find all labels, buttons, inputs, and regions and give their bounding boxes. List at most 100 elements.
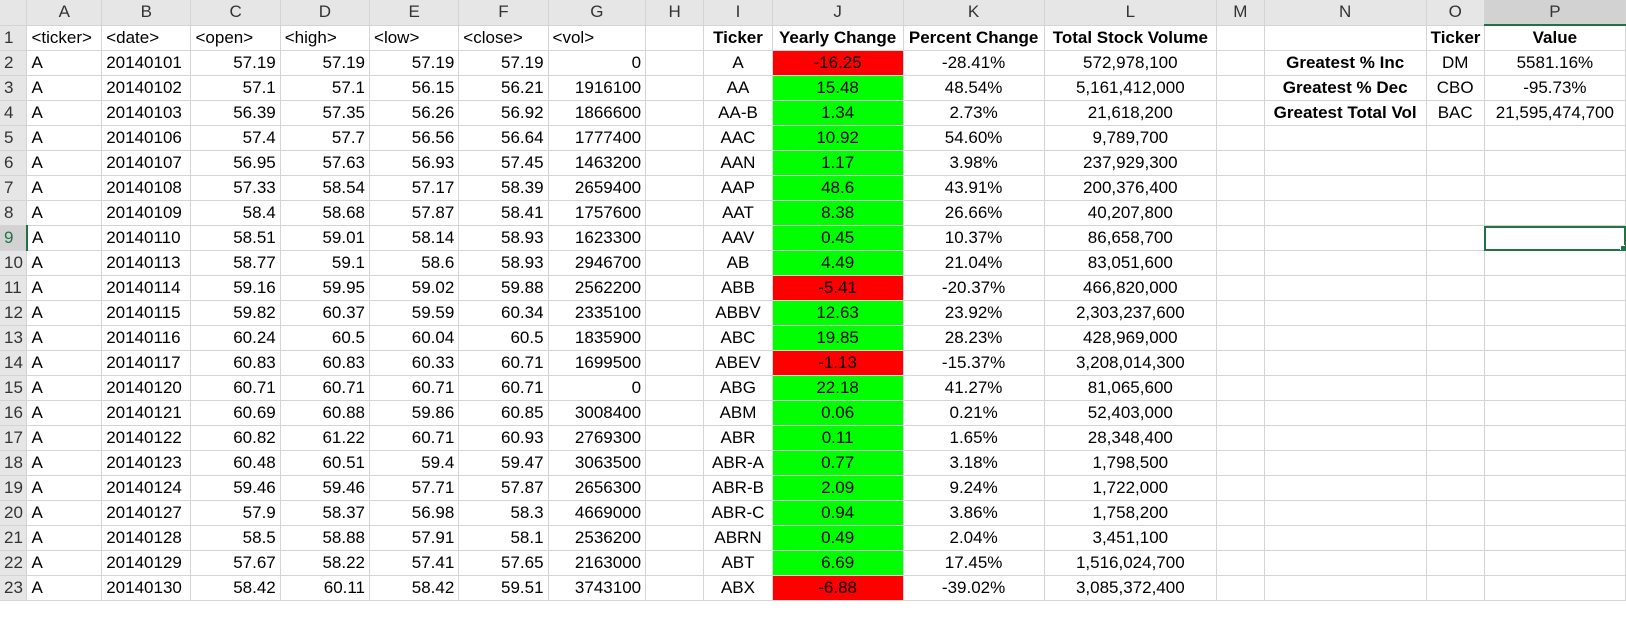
cell-p[interactable] <box>1484 200 1626 226</box>
cell-n[interactable] <box>1264 250 1427 276</box>
cell-c[interactable]: 57.33 <box>190 175 281 201</box>
cell-a[interactable]: A <box>26 450 103 476</box>
cell-g[interactable]: 3743100 <box>548 575 647 601</box>
cell-m[interactable] <box>1216 325 1265 351</box>
cell-f[interactable]: 58.3 <box>458 500 549 526</box>
cell-i[interactable]: ABBV <box>703 300 773 326</box>
cell-n[interactable] <box>1264 475 1427 501</box>
cell-f[interactable]: 56.92 <box>458 100 549 126</box>
cell-f[interactable]: 58.1 <box>458 525 549 551</box>
cell-i[interactable]: AA-B <box>703 100 773 126</box>
row-header[interactable]: 23 <box>0 575 28 601</box>
cell-p[interactable] <box>1484 400 1626 426</box>
cell-d[interactable]: 58.68 <box>280 200 371 226</box>
cell-a[interactable]: A <box>26 425 103 451</box>
cell-m[interactable] <box>1216 250 1265 276</box>
cell-l[interactable]: 237,929,300 <box>1044 150 1217 176</box>
row-header[interactable]: 19 <box>0 475 28 501</box>
cell-e[interactable]: 59.59 <box>369 300 460 326</box>
cell-i[interactable]: ABEV <box>703 350 773 376</box>
column-header-h[interactable]: H <box>645 0 705 26</box>
cell-e[interactable]: 59.86 <box>369 400 460 426</box>
row-header[interactable]: 13 <box>0 325 28 351</box>
cell-i[interactable]: ABX <box>703 575 773 601</box>
row-header[interactable]: 12 <box>0 300 28 326</box>
column-header-k[interactable]: K <box>903 0 1045 26</box>
cell-g[interactable]: 2335100 <box>548 300 647 326</box>
cell-h[interactable] <box>645 200 705 226</box>
cell-m[interactable] <box>1216 500 1265 526</box>
cell-c[interactable]: 58.42 <box>190 575 281 601</box>
cell-d[interactable]: 58.88 <box>280 525 371 551</box>
cell-k[interactable]: 3.86% <box>903 500 1045 526</box>
cell-l[interactable]: 9,789,700 <box>1044 125 1217 151</box>
cell-a[interactable]: A <box>26 325 103 351</box>
cell-f[interactable]: 60.71 <box>458 375 549 401</box>
cell-d[interactable]: 57.19 <box>280 50 371 76</box>
cell-f[interactable]: 60.93 <box>458 425 549 451</box>
cell-b[interactable]: 20140128 <box>101 525 192 551</box>
cell-b[interactable]: 20140117 <box>101 350 192 376</box>
cell-m[interactable] <box>1216 525 1265 551</box>
cell-e[interactable]: 57.71 <box>369 475 460 501</box>
cell-f[interactable]: 58.93 <box>458 225 549 251</box>
cell-p[interactable] <box>1484 350 1626 376</box>
cell-l[interactable]: 2,303,237,600 <box>1044 300 1217 326</box>
cell-a[interactable]: A <box>26 400 103 426</box>
cell-h[interactable] <box>645 325 705 351</box>
cell-m[interactable] <box>1216 275 1265 301</box>
cell-p[interactable]: -95.73% <box>1484 75 1626 101</box>
cell-k[interactable]: Percent Change <box>903 25 1045 51</box>
cell-i[interactable]: AAV <box>703 225 773 251</box>
cell-n[interactable] <box>1264 275 1427 301</box>
cell-j[interactable]: 4.49 <box>772 250 904 276</box>
select-all-corner[interactable] <box>0 0 28 26</box>
cell-f[interactable]: 58.39 <box>458 175 549 201</box>
row-header[interactable]: 15 <box>0 375 28 401</box>
cell-h[interactable] <box>645 225 705 251</box>
cell-k[interactable]: 23.92% <box>903 300 1045 326</box>
cell-e[interactable]: 57.41 <box>369 550 460 576</box>
cell-e[interactable]: 60.33 <box>369 350 460 376</box>
cell-b[interactable]: 20140129 <box>101 550 192 576</box>
cell-i[interactable]: Ticker <box>703 25 773 51</box>
cell-l[interactable]: 28,348,400 <box>1044 425 1217 451</box>
cell-l[interactable]: 52,403,000 <box>1044 400 1217 426</box>
cell-o[interactable]: Ticker <box>1426 25 1485 51</box>
cell-e[interactable]: 57.91 <box>369 525 460 551</box>
cell-i[interactable]: A <box>703 50 773 76</box>
row-header[interactable]: 3 <box>0 75 28 101</box>
cell-e[interactable]: 58.14 <box>369 225 460 251</box>
cell-k[interactable]: 10.37% <box>903 225 1045 251</box>
cell-k[interactable]: 41.27% <box>903 375 1045 401</box>
cell-b[interactable]: 20140123 <box>101 450 192 476</box>
cell-a[interactable]: A <box>26 500 103 526</box>
cell-c[interactable]: 59.16 <box>190 275 281 301</box>
cell-k[interactable]: 1.65% <box>903 425 1045 451</box>
column-header-f[interactable]: F <box>458 0 549 26</box>
row-header[interactable]: 16 <box>0 400 28 426</box>
cell-h[interactable] <box>645 350 705 376</box>
cell-c[interactable]: 58.77 <box>190 250 281 276</box>
cell-b[interactable]: 20140102 <box>101 75 192 101</box>
cell-l[interactable]: 200,376,400 <box>1044 175 1217 201</box>
cell-g[interactable]: <vol> <box>548 25 647 51</box>
cell-n[interactable] <box>1264 125 1427 151</box>
cell-f[interactable]: 59.47 <box>458 450 549 476</box>
cell-c[interactable]: 57.67 <box>190 550 281 576</box>
cell-d[interactable]: 57.7 <box>280 125 371 151</box>
cell-g[interactable]: 3008400 <box>548 400 647 426</box>
cell-p[interactable] <box>1484 575 1626 601</box>
cell-o[interactable] <box>1426 225 1485 251</box>
cell-j[interactable]: 0.77 <box>772 450 904 476</box>
row-header[interactable]: 2 <box>0 50 28 76</box>
cell-d[interactable]: 60.37 <box>280 300 371 326</box>
cell-d[interactable]: 58.22 <box>280 550 371 576</box>
cell-f[interactable]: 57.65 <box>458 550 549 576</box>
cell-f[interactable]: <close> <box>458 25 549 51</box>
column-header-c[interactable]: C <box>190 0 281 26</box>
cell-n[interactable] <box>1264 550 1427 576</box>
cell-g[interactable]: 2659400 <box>548 175 647 201</box>
cell-h[interactable] <box>645 300 705 326</box>
cell-b[interactable]: 20140107 <box>101 150 192 176</box>
